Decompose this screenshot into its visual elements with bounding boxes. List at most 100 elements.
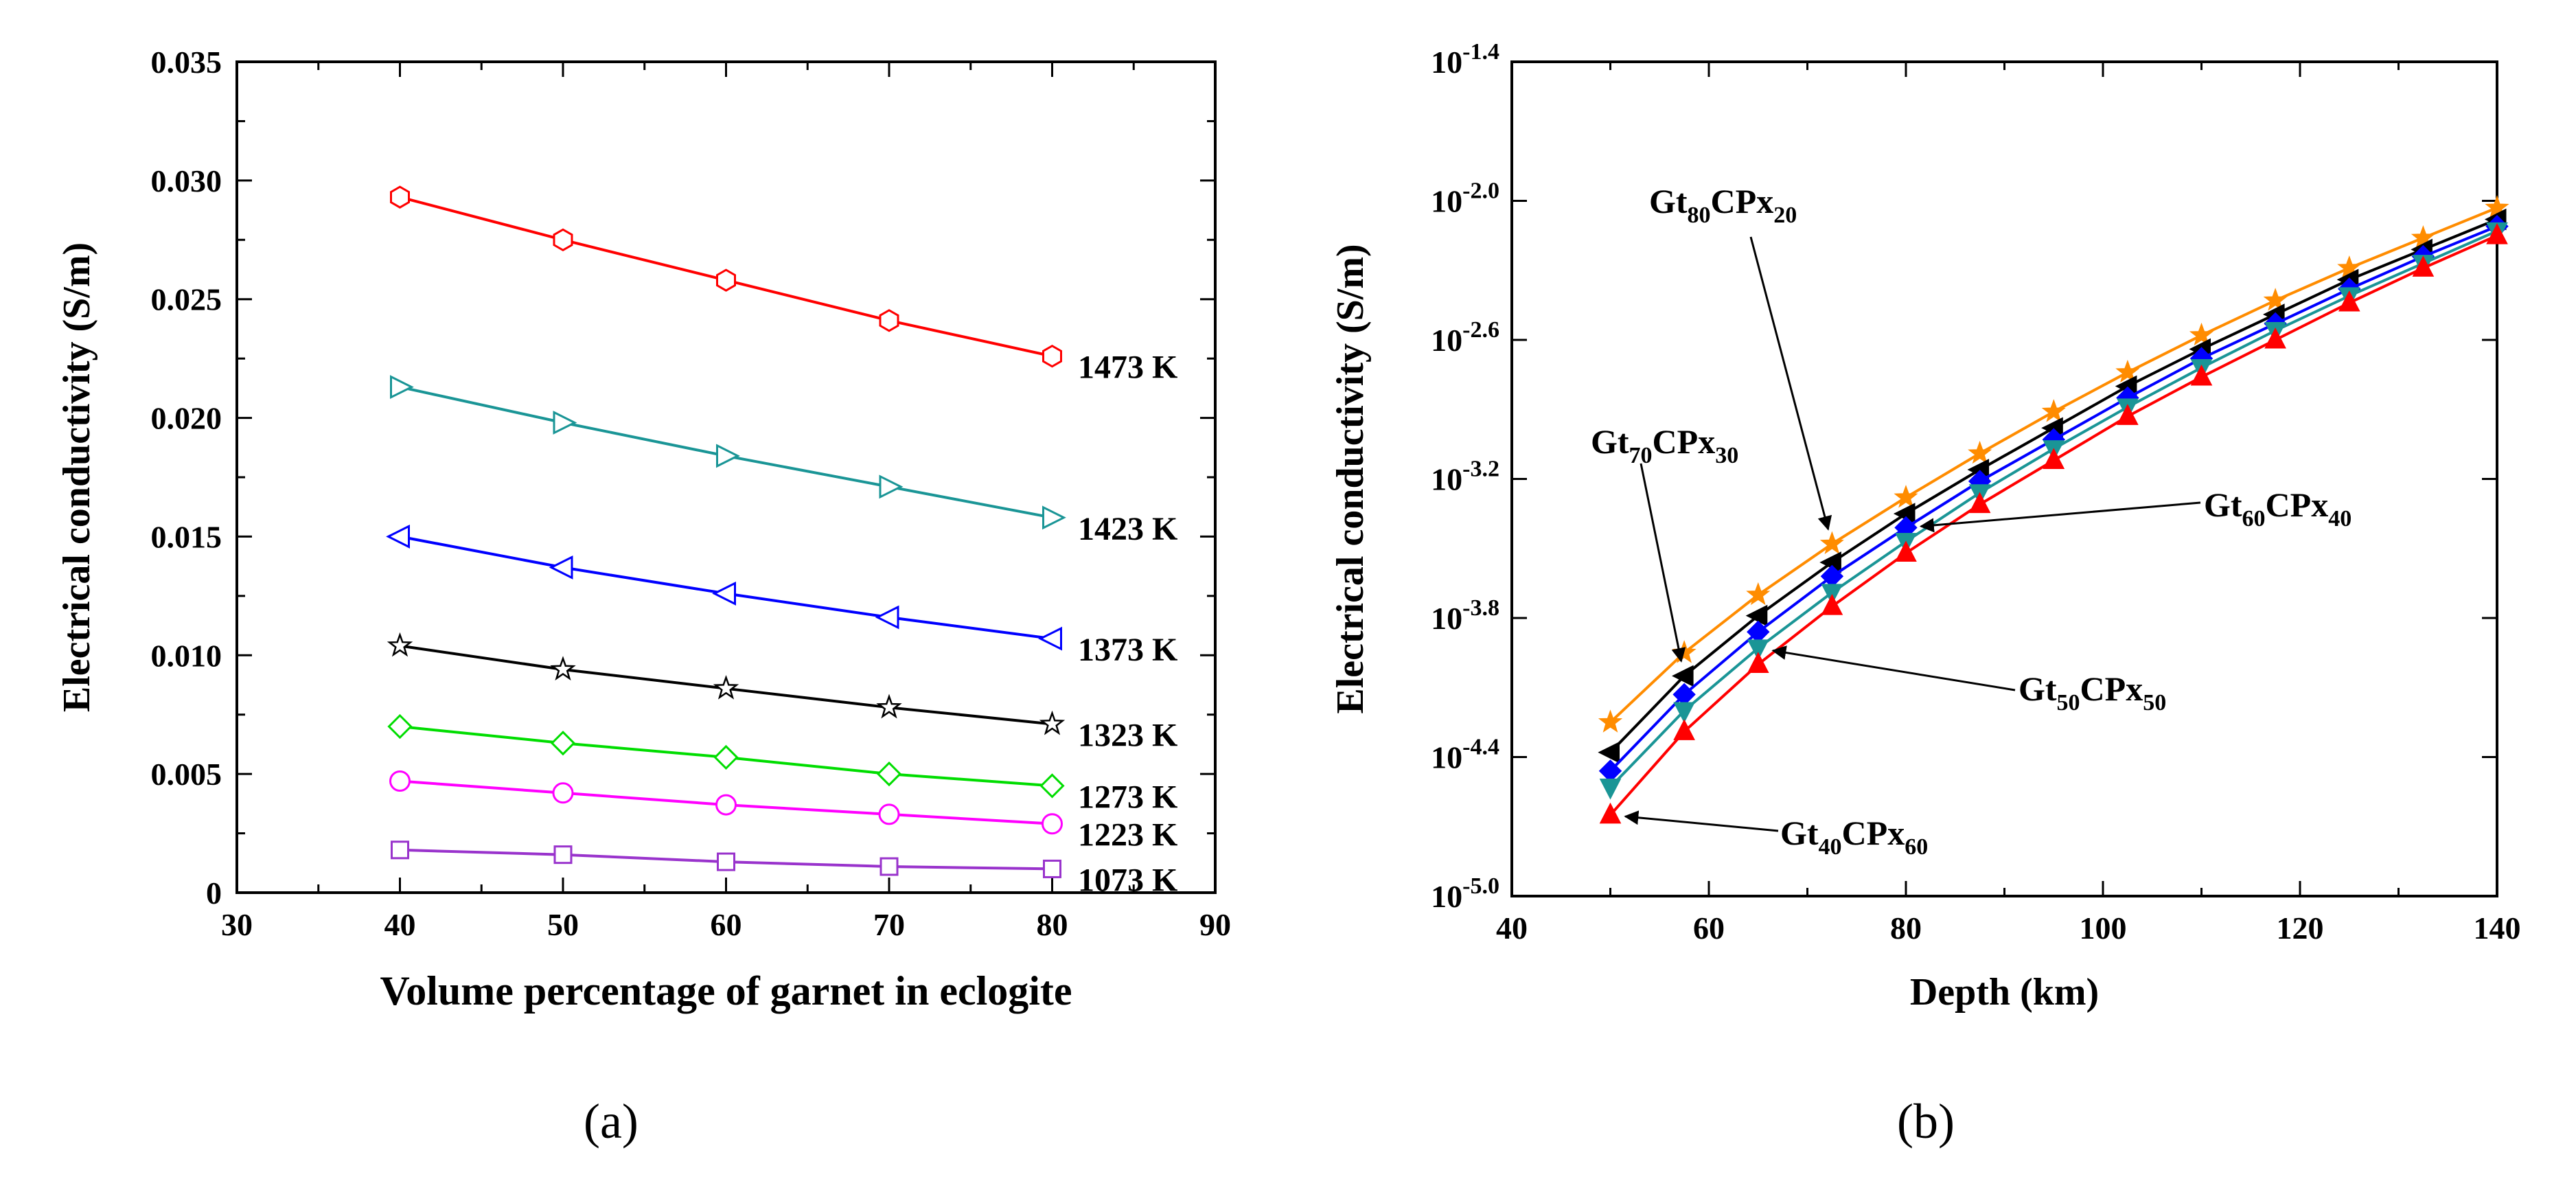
annotation-label-part: Gt bbox=[2019, 669, 2057, 708]
data-point bbox=[1038, 626, 1062, 651]
x-axis-label-a: Volume percentage of garnet in eclogite bbox=[380, 968, 1072, 1014]
y-tick-label-b: 10-4.4 bbox=[1431, 735, 1499, 775]
series-a-1273-K: 1273 K bbox=[387, 713, 1177, 815]
y-tick-base: 10 bbox=[1431, 601, 1462, 636]
y-tick-label-a: 0.010 bbox=[151, 638, 222, 673]
data-point bbox=[552, 782, 574, 804]
series-label: 1223 K bbox=[1078, 817, 1177, 854]
data-point bbox=[1819, 531, 1844, 554]
data-point bbox=[387, 632, 413, 657]
series-label: 1373 K bbox=[1078, 632, 1177, 668]
series-a-1423-K: 1423 K bbox=[390, 375, 1177, 547]
x-axis-label-b: Depth (km) bbox=[1910, 971, 2099, 1014]
y-tick-base: 10 bbox=[1431, 740, 1462, 775]
y-axis-label-a: Electrical conductivity (S/m) bbox=[56, 242, 98, 712]
series-a-1323-K: 1323 K bbox=[387, 632, 1177, 754]
y-tick-label-a: 0 bbox=[206, 875, 222, 911]
chart-a: 30 40 50 60 70 80 90 0 0.005 0.010 0.015 0.020 0.025… bbox=[56, 45, 1231, 1014]
series-label: 1273 K bbox=[1078, 779, 1177, 815]
annotation-label: Gt70CPx30 bbox=[1591, 422, 1738, 468]
data-point bbox=[1039, 710, 1066, 735]
y-tick-label-b: 10-3.2 bbox=[1431, 457, 1499, 497]
series-label: 1423 K bbox=[1078, 511, 1177, 547]
annotation-label-part: CPx bbox=[2080, 669, 2143, 708]
data-point bbox=[876, 761, 902, 787]
data-point bbox=[1673, 702, 1695, 724]
data-point bbox=[1042, 813, 1063, 835]
data-point bbox=[387, 713, 413, 740]
data-point bbox=[713, 744, 739, 770]
annotation-label: Gt80CPx20 bbox=[1649, 182, 1797, 228]
annotation-label-part: 60 bbox=[2242, 506, 2266, 531]
x-tick-label-b: 40 bbox=[1496, 911, 1528, 946]
data-point bbox=[550, 656, 576, 681]
y-tick-exponent: -2.0 bbox=[1462, 179, 1499, 204]
y-tick-label-a: 0.005 bbox=[151, 757, 222, 792]
y-axis-label-b: Electrical conductivity (S/m) bbox=[1329, 244, 1372, 713]
data-point bbox=[879, 474, 904, 499]
annotation-label-part: 40 bbox=[2328, 506, 2351, 531]
annotation-Gt50CPx50: Gt50CPx50 bbox=[1771, 645, 2166, 716]
data-point bbox=[717, 852, 735, 871]
data-point bbox=[1598, 709, 1623, 733]
x-tick-label-b: 120 bbox=[2277, 911, 2324, 946]
annotation-label-part: 80 bbox=[1688, 203, 1711, 228]
series-a-1373-K: 1373 K bbox=[386, 524, 1177, 668]
annotation-label-part: Gt bbox=[2204, 485, 2242, 524]
data-point bbox=[1747, 639, 1769, 661]
annotation-label-part: Gt bbox=[1649, 182, 1688, 220]
y-tick-base: 10 bbox=[1431, 323, 1462, 358]
data-point bbox=[2337, 255, 2362, 279]
data-point bbox=[878, 803, 900, 825]
data-point bbox=[879, 857, 899, 876]
y-tick-base: 10 bbox=[1431, 184, 1462, 219]
data-point bbox=[712, 581, 736, 606]
data-point bbox=[2412, 255, 2435, 277]
x-tick-label-a: 80 bbox=[1037, 907, 1068, 942]
y-tick-base: 10 bbox=[1431, 462, 1462, 497]
x-tick-label-a: 30 bbox=[221, 907, 253, 942]
data-point bbox=[1745, 604, 1768, 627]
x-tick-label-b: 100 bbox=[2080, 911, 2127, 946]
annotation-arrow bbox=[1749, 236, 1832, 531]
x-tick-label-a: 60 bbox=[711, 907, 742, 942]
data-point bbox=[876, 694, 902, 719]
data-point bbox=[2338, 290, 2360, 312]
data-point bbox=[1042, 344, 1062, 368]
data-point bbox=[386, 524, 410, 549]
series-a-1473-K: 1473 K bbox=[390, 185, 1177, 386]
y-tick-label-a: 0.035 bbox=[151, 45, 222, 80]
data-point bbox=[1042, 505, 1066, 530]
series-line bbox=[1609, 234, 2498, 816]
data-point bbox=[553, 228, 573, 252]
data-point bbox=[1746, 582, 1771, 606]
annotation-arrow bbox=[1624, 810, 1779, 832]
data-point bbox=[2041, 399, 2066, 422]
x-tick-label-b: 140 bbox=[2474, 911, 2521, 946]
y-tick-exponent: -3.2 bbox=[1462, 457, 1499, 482]
annotation-arrow bbox=[1640, 463, 1686, 663]
data-point bbox=[1894, 485, 1918, 508]
annotation-Gt80CPx20: Gt80CPx20 bbox=[1649, 182, 1832, 531]
y-tick-label-b: 10-3.8 bbox=[1431, 595, 1499, 636]
annotation-label: Gt40CPx60 bbox=[1780, 814, 1928, 860]
y-tick-exponent: -5.0 bbox=[1462, 873, 1499, 899]
data-point bbox=[1598, 741, 1620, 764]
data-point bbox=[2117, 404, 2139, 425]
annotation-label-part: 20 bbox=[1773, 203, 1797, 228]
annotation-label-part: 40 bbox=[1819, 834, 1842, 860]
data-point bbox=[875, 605, 899, 630]
data-point bbox=[715, 794, 737, 816]
annotation-label-part: CPx bbox=[2266, 485, 2329, 524]
data-point bbox=[1895, 540, 1917, 562]
y-tick-exponent: -2.6 bbox=[1462, 317, 1499, 343]
panel-label-b: (b) bbox=[1897, 1094, 1955, 1149]
y-tick-label-b: 10-1.4 bbox=[1431, 39, 1499, 80]
x-tick-label-a: 40 bbox=[384, 907, 416, 942]
data-point bbox=[1968, 492, 1991, 514]
annotation-label-part: 50 bbox=[2143, 690, 2166, 716]
y-tick-label-b: 10-5.0 bbox=[1431, 873, 1499, 914]
data-point bbox=[2190, 364, 2213, 386]
